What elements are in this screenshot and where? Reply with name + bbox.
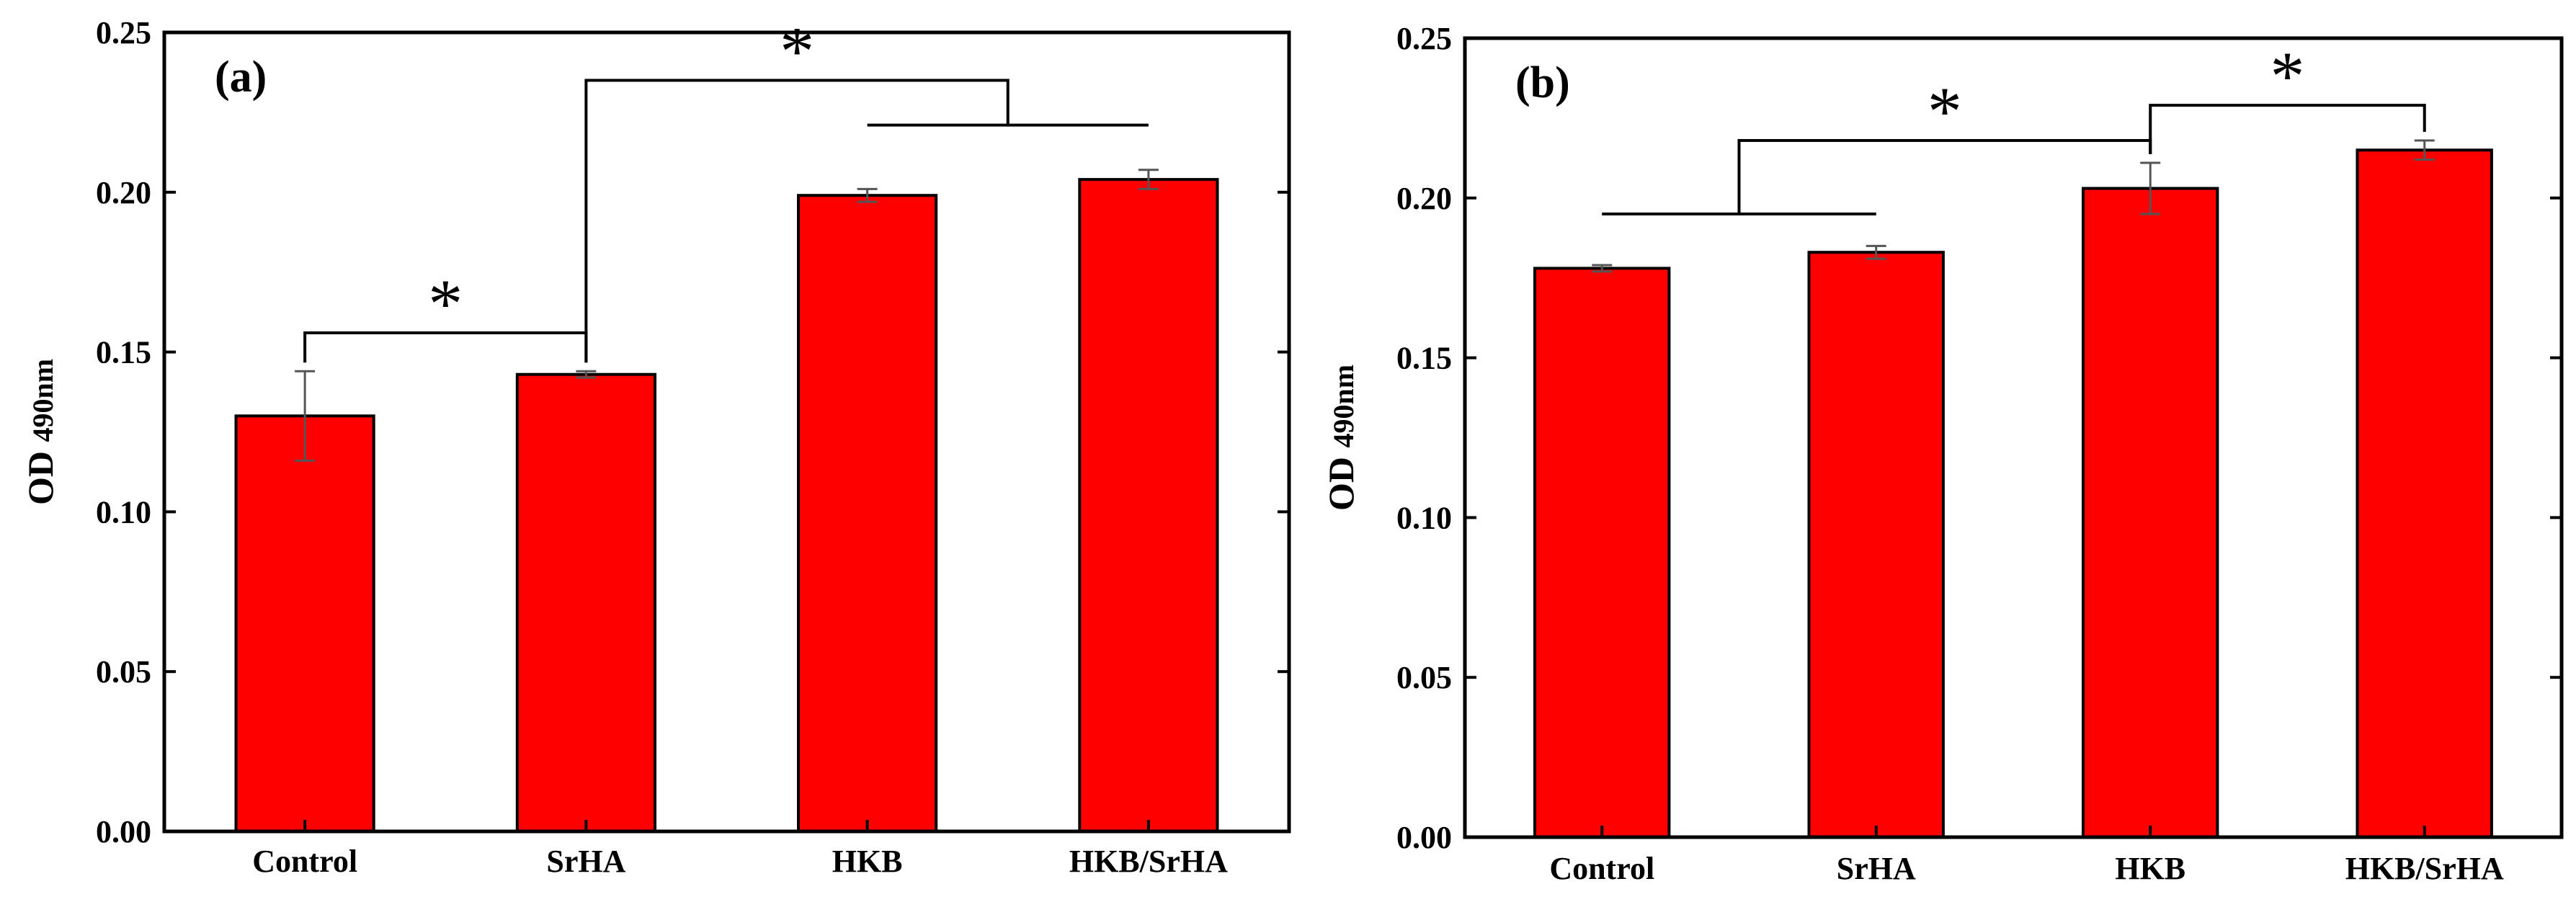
panel-label: (b) <box>1515 58 1570 107</box>
error-bar <box>1592 264 1613 273</box>
y-tick-label: 0.15 <box>96 335 151 370</box>
significance-bracket: * <box>584 13 1149 363</box>
significance-star: * <box>780 13 814 90</box>
bracket-line <box>584 79 1010 363</box>
bar-control <box>1533 267 1671 839</box>
x-tick-label: SrHA <box>1837 851 1916 886</box>
error-bar <box>1866 244 1886 260</box>
error-bar <box>1138 169 1159 190</box>
panel-label: (a) <box>215 53 267 102</box>
y-tick-label: 0.05 <box>96 654 151 689</box>
panel-b: 0.00 0.05 0.10 0.15 0.20 0.25 Control SrHA HKB HK… <box>1321 21 2564 886</box>
y-tick-label: 0.25 <box>1396 21 1452 56</box>
error-bar <box>576 370 597 379</box>
x-tick-label: Control <box>1549 851 1654 886</box>
y-axis-label-sub: 490nm <box>1327 365 1360 448</box>
y-tick-label: 0.00 <box>1396 820 1452 855</box>
y-tick-label: 0.10 <box>1396 500 1452 535</box>
significance-bracket: * <box>2149 37 2426 155</box>
x-tick-label: HKB/SrHA <box>1069 844 1228 879</box>
panel-a: 0.00 0.05 0.10 0.15 0.20 0.25 Control SrHA HKB HK… <box>20 13 1291 879</box>
x-tick-label: Control <box>252 844 357 879</box>
y-axis-label-main: OD <box>20 442 61 506</box>
bar-hkb <box>797 194 938 833</box>
bar-srha <box>1807 251 1945 839</box>
significance-star: * <box>428 265 463 342</box>
y-tick-label: 0.10 <box>96 494 151 530</box>
error-bar <box>857 187 878 203</box>
y-tick-label: 0.00 <box>96 814 151 849</box>
y-axis-label: OD 490nm <box>20 359 61 505</box>
error-bar <box>2414 139 2435 161</box>
plot-frame <box>162 30 1291 834</box>
x-tick-label: HKB/SrHA <box>2345 851 2504 886</box>
x-tick-label: HKB <box>832 844 903 879</box>
bracket-line <box>2149 104 2426 155</box>
y-axis-label: OD 490nm <box>1321 365 1361 511</box>
y-tick-label: 0.15 <box>1396 341 1452 376</box>
x-tick-label: HKB <box>2115 851 2185 886</box>
error-bar <box>295 370 316 462</box>
y-tick-label: 0.20 <box>1396 181 1452 216</box>
y-axis-label-main: OD <box>1321 448 1361 512</box>
y-tick-label: 0.05 <box>1396 660 1452 695</box>
x-tick-label: SrHA <box>546 844 625 879</box>
error-bar <box>2140 161 2161 215</box>
bar-control <box>234 414 375 833</box>
significance-star: * <box>2270 37 2305 115</box>
significance-star: * <box>1927 73 1962 150</box>
y-axis-label-sub: 490nm <box>27 359 59 442</box>
bar-hkb-srha <box>2356 148 2493 839</box>
bar-hkb <box>2082 187 2219 839</box>
bar-hkb-srha <box>1078 178 1219 834</box>
significance-bracket: * <box>1602 73 2152 215</box>
y-tick-label: 0.25 <box>96 15 151 50</box>
bar-srha <box>515 372 656 833</box>
significance-bracket: * <box>303 265 588 363</box>
y-tick-label: 0.20 <box>96 175 151 210</box>
plot-frame <box>1463 36 2564 839</box>
